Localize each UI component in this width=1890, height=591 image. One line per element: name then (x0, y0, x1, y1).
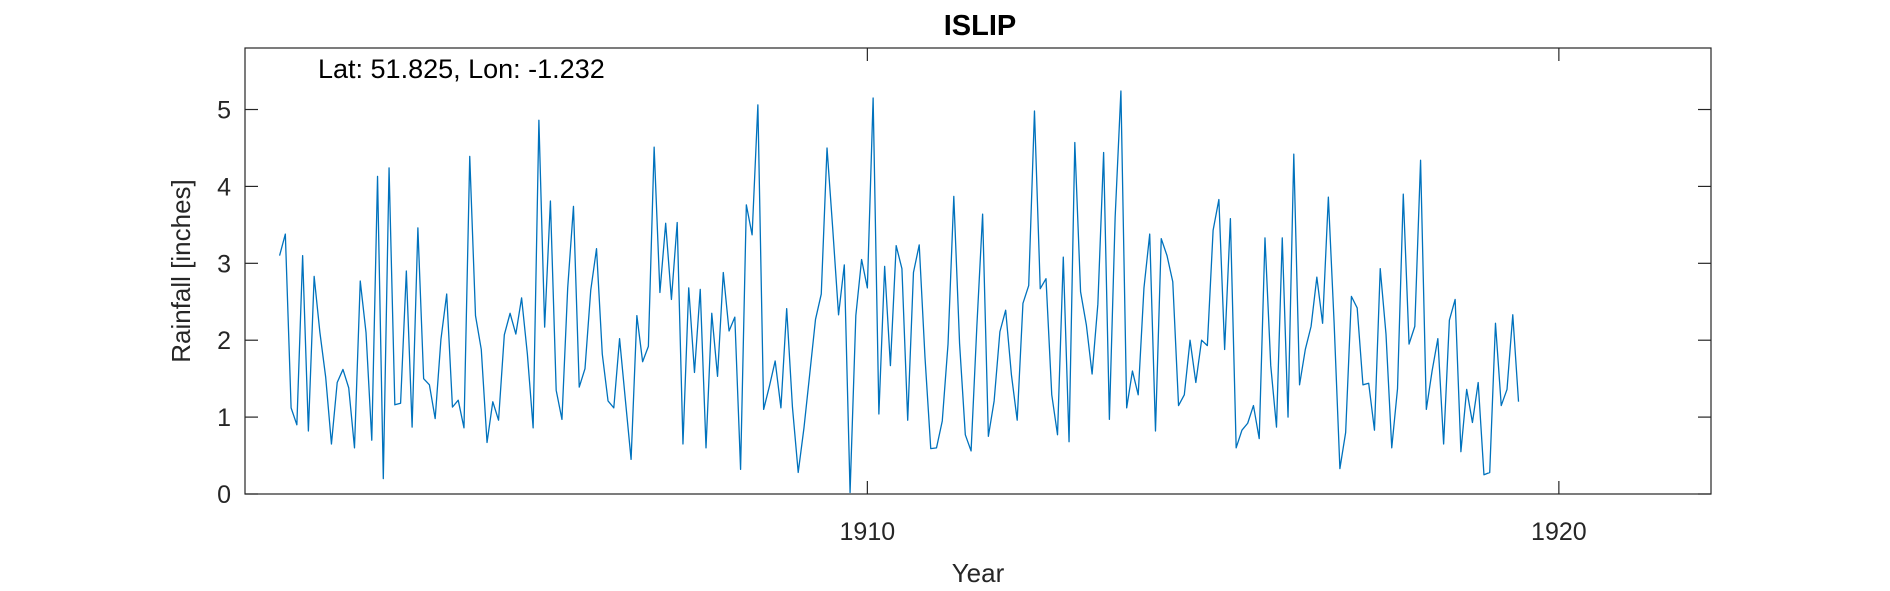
x-tick-label: 1910 (840, 518, 896, 546)
chart-title: ISLIP (944, 10, 1017, 42)
x-axis: 1910 1920 (840, 48, 1587, 546)
y-tick-label: 5 (217, 97, 231, 125)
x-tick-label: 1920 (1531, 518, 1587, 546)
y-tick-label: 1 (217, 404, 231, 432)
y-tick-label: 3 (217, 250, 231, 278)
plot-area-frame (244, 47, 1712, 495)
x-axis-label: Year (952, 558, 1005, 588)
y-axis: 0 1 2 3 4 5 (217, 97, 1711, 509)
y-tick-label: 4 (217, 173, 231, 201)
y-tick-label: 2 (217, 327, 231, 355)
location-annotation: Lat: 51.825, Lon: -1.232 (318, 54, 605, 84)
y-tick-label: 0 (217, 481, 231, 509)
y-axis-label: Rainfall [inches] (166, 179, 196, 363)
rainfall-series-line (278, 90, 1520, 494)
